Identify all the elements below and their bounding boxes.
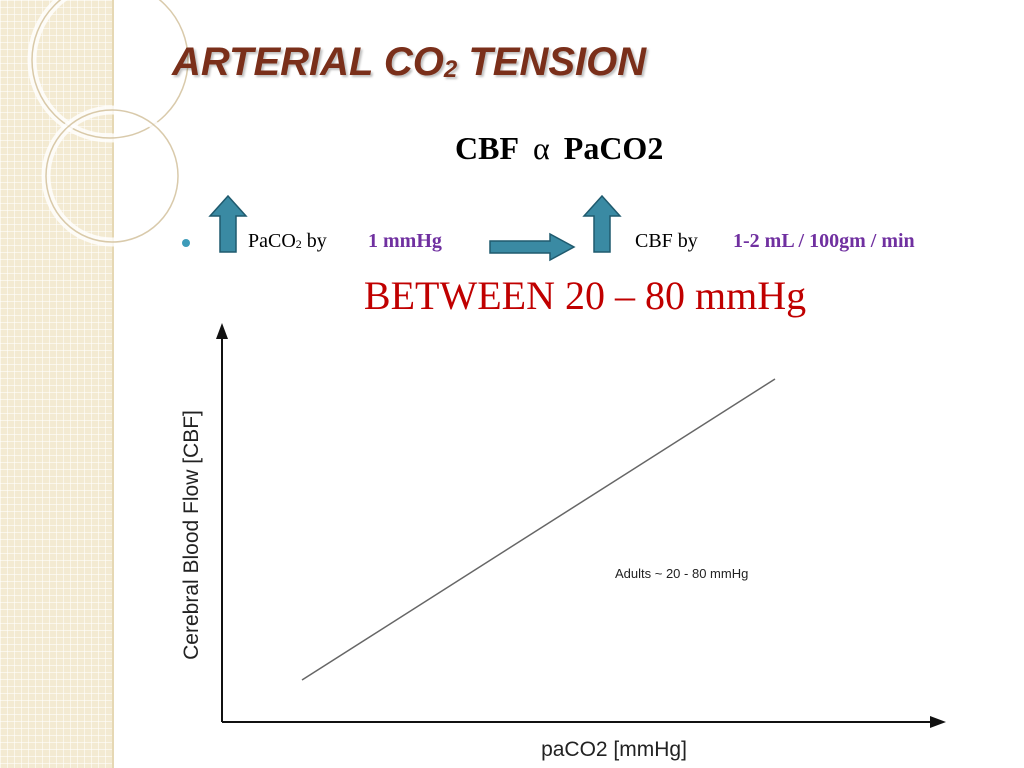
decorative-side-band [0, 0, 112, 768]
y-axis-label: Cerebral Blood Flow [CBF] [180, 410, 203, 660]
cbf-increase-arrow-icon [582, 194, 622, 253]
bullet-dot [182, 239, 190, 247]
paco2-label: PaCO2 by [248, 230, 327, 253]
proportional-symbol: α [533, 130, 550, 166]
by-text: by [301, 230, 327, 252]
title-subscript: 2 [443, 56, 458, 83]
cbf-paco2-chart: Cerebral Blood Flow [CBF] paCO2 [mmHg] A… [180, 323, 946, 761]
paco2-text: PaCO [248, 230, 296, 252]
increase-arrow-icon [208, 194, 248, 253]
range-statement: BETWEEN 20 – 80 mmHg [363, 273, 807, 318]
slide-title: ARTERIAL CO2 TENSION [172, 40, 646, 85]
title-main: ARTERIAL CO [172, 40, 444, 84]
swirl-ring-2-edge [45, 109, 179, 243]
range-annotation: Adults ~ 20 - 80 mmHg [615, 566, 748, 581]
paco2-amount: 1 mmHg [368, 230, 442, 252]
series-line [301, 378, 776, 681]
leads-to-arrow-icon [489, 232, 576, 262]
cbf-rate: 1-2 mL / 100gm / min [733, 230, 915, 252]
cbf-by-label: CBF by [635, 230, 698, 252]
formula-cbf: CBF [455, 130, 519, 166]
bullet-point: PaCO2 by 1 mmHg CBF by 1-2 mL / 100gm / … [0, 194, 1024, 266]
x-axis-label: paCO2 [mmHg] [541, 738, 687, 761]
swirl-ring-1-edge [31, 0, 189, 139]
x-axis-arrowhead [930, 716, 946, 728]
side-band-edge [112, 0, 114, 768]
swirl-ring-1 [27, 0, 193, 143]
decorative-swirls [27, 0, 193, 247]
y-axis-arrowhead [216, 323, 228, 339]
proportionality-formula: CBF α PaCO2 [455, 130, 663, 167]
formula-paco2: PaCO2 [563, 130, 664, 166]
title-tail: TENSION [457, 40, 647, 84]
paco2-subscript: 2 [295, 237, 302, 251]
